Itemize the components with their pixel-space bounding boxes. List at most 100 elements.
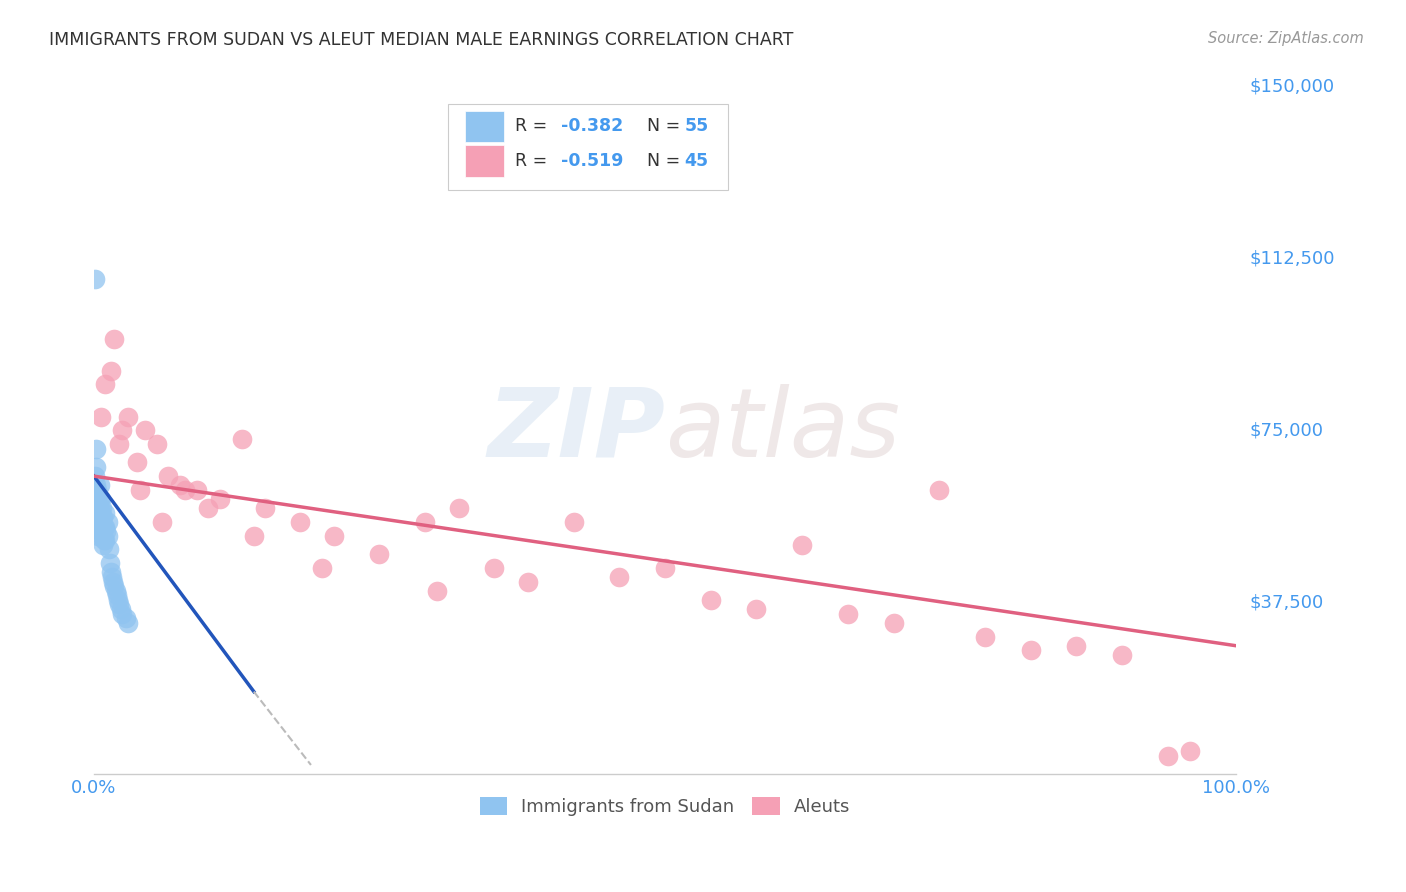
Point [90, 519, 112, 533]
Point [104, 583, 127, 598]
Point [91, 510, 114, 524]
Point [86, 515, 108, 529]
Point [94, 519, 117, 533]
Point [413, 515, 436, 529]
Point [243, 529, 266, 543]
Point [186, 483, 208, 497]
Point [103, 579, 125, 593]
Point [87, 519, 110, 533]
Point [103, 332, 125, 346]
Point [145, 437, 167, 451]
Point [110, 602, 132, 616]
Text: N =: N = [647, 152, 681, 169]
Point [1111, 648, 1133, 662]
Point [152, 515, 174, 529]
Point [101, 570, 124, 584]
Point [254, 501, 277, 516]
Text: ZIP: ZIP [488, 384, 665, 477]
Point [89, 524, 111, 538]
Point [792, 538, 814, 552]
Point [322, 529, 344, 543]
Point [115, 611, 138, 625]
Text: N =: N = [647, 118, 681, 136]
Point [84, 478, 107, 492]
Point [111, 423, 134, 437]
Point [449, 501, 471, 516]
Text: -0.519: -0.519 [561, 152, 623, 169]
Point [111, 607, 134, 621]
Point [90, 529, 112, 543]
Point [87, 501, 110, 516]
Point [562, 515, 585, 529]
Text: Source: ZipAtlas.com: Source: ZipAtlas.com [1208, 31, 1364, 46]
Point [231, 433, 253, 447]
Point [90, 515, 112, 529]
Text: $150,000: $150,000 [1250, 78, 1336, 95]
Point [311, 561, 333, 575]
Point [882, 615, 904, 630]
Point [169, 478, 191, 492]
Point [973, 630, 995, 644]
Point [90, 501, 112, 516]
Point [90, 409, 112, 424]
Point [517, 574, 540, 589]
Point [98, 556, 121, 570]
Point [837, 607, 859, 621]
Point [90, 515, 112, 529]
Point [87, 519, 110, 533]
Point [1019, 643, 1042, 657]
Point [103, 574, 125, 589]
Text: -0.382: -0.382 [561, 118, 623, 136]
Point [127, 455, 149, 469]
Point [89, 501, 111, 516]
Text: IMMIGRANTS FROM SUDAN VS ALEUT MEDIAN MALE EARNINGS CORRELATION CHART: IMMIGRANTS FROM SUDAN VS ALEUT MEDIAN MA… [49, 31, 793, 49]
Text: $37,500: $37,500 [1250, 593, 1324, 611]
Text: $75,000: $75,000 [1250, 421, 1324, 439]
Point [108, 437, 131, 451]
Point [700, 593, 723, 607]
Point [94, 377, 117, 392]
Point [745, 602, 768, 616]
Point [107, 593, 129, 607]
Point [117, 615, 139, 630]
Text: R =: R = [516, 152, 548, 169]
Text: 45: 45 [685, 152, 709, 169]
Point [91, 524, 114, 538]
Point [84, 459, 107, 474]
Point [197, 501, 219, 516]
Point [928, 483, 950, 497]
Point [94, 533, 117, 548]
Point [208, 491, 231, 506]
Point [100, 566, 122, 580]
Point [87, 529, 110, 543]
Point [134, 423, 156, 437]
Point [90, 491, 112, 506]
Point [654, 561, 676, 575]
FancyBboxPatch shape [449, 103, 728, 190]
Point [97, 542, 120, 557]
Point [91, 538, 114, 552]
Text: 55: 55 [685, 118, 709, 136]
Point [86, 483, 108, 497]
Point [1064, 639, 1087, 653]
Point [84, 272, 107, 286]
Point [157, 469, 180, 483]
Point [482, 561, 505, 575]
Point [84, 469, 107, 483]
Text: atlas: atlas [665, 384, 900, 477]
Point [117, 409, 139, 424]
Point [89, 478, 111, 492]
FancyBboxPatch shape [465, 145, 503, 177]
Point [93, 533, 115, 548]
Point [288, 515, 311, 529]
Point [97, 529, 120, 543]
FancyBboxPatch shape [465, 111, 503, 142]
Point [86, 497, 108, 511]
Point [105, 588, 128, 602]
Point [87, 510, 110, 524]
Point [368, 547, 391, 561]
Point [128, 483, 150, 497]
Point [97, 515, 120, 529]
Point [86, 506, 108, 520]
Point [1180, 744, 1202, 758]
